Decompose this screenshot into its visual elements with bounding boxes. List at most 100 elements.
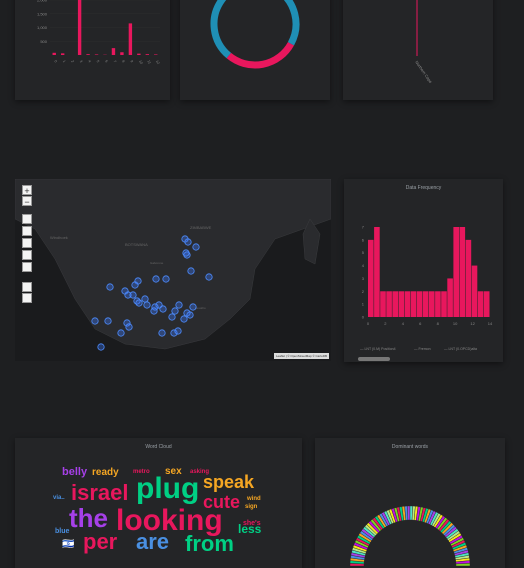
bar [95,54,98,55]
map-marker[interactable] [98,344,104,350]
hist-y-tick: 4 [362,263,365,268]
map-marker[interactable] [163,276,169,282]
word-cloud-word[interactable]: plug [136,474,199,504]
map-marker[interactable] [188,268,194,274]
bar-y-tick: 1,000 [37,25,48,30]
bar [53,53,56,55]
word-cloud-word[interactable]: the [69,505,108,531]
bar [120,52,123,55]
draw-marker-button[interactable] [22,262,32,272]
map-marker[interactable] [169,314,175,320]
map-marker[interactable] [160,306,166,312]
word-cloud-word[interactable]: less [238,523,261,535]
draw-circle-button[interactable] [22,226,32,236]
draw-rectangle-button[interactable] [22,238,32,248]
zoom-out-button[interactable]: − [22,196,32,206]
word-cloud-word[interactable]: speak [203,473,254,491]
word-cloud-word[interactable]: wind [247,496,261,502]
zoom-in-button[interactable]: + [22,185,32,195]
hist-bar [429,291,435,317]
map-marker[interactable] [172,308,178,314]
hist-bar [453,227,459,317]
map-marker[interactable] [193,244,199,250]
word-cloud-word[interactable]: blue [55,528,69,535]
histogram-scrollbar[interactable] [358,357,390,361]
word-cloud-word[interactable]: israel [71,482,129,504]
hist-bar [386,291,392,317]
map-view[interactable]: BOTSWANA ZIMBABWE Windhoek Gaborone Leso… [15,179,331,361]
map-marker[interactable] [183,250,189,256]
map-marker[interactable] [144,302,150,308]
word-cloud-word[interactable]: sign [245,504,257,510]
bar-x-tick: 5 [96,60,100,64]
bar-x-tick: 12 [155,60,160,65]
map-marker[interactable] [126,324,132,330]
hist-y-tick: 7 [362,225,365,230]
map-label-lesotho: Lesotho [195,306,206,310]
map-marker[interactable] [187,312,193,318]
hist-legend-item[interactable]: — LNT (0.M) Position4 [360,347,396,351]
map-marker[interactable] [92,318,98,324]
map-marker[interactable] [175,328,181,334]
map-marker[interactable] [159,330,165,336]
hist-bar [447,278,453,317]
donut-chart-card [180,0,330,100]
map-marker[interactable] [142,296,148,302]
word-cloud-word[interactable]: via.. [53,495,65,501]
map-marker[interactable] [153,276,159,282]
map-marker[interactable] [206,274,212,280]
bar-y-tick: 1,500 [37,11,48,16]
map-marker[interactable] [181,316,187,322]
bar [86,54,89,55]
draw-circlemarker-button[interactable] [22,250,32,260]
bar [112,48,115,55]
map-attribution[interactable]: Leaflet | © OpenStreetMap © CartoDB [274,353,329,359]
map-marker[interactable] [132,282,138,288]
hist-bar [441,291,447,317]
word-cloud-word[interactable]: per [83,531,117,553]
bar-x-tick: 9 [130,60,134,64]
hist-x-tick: 8 [437,321,440,326]
word-cloud-word[interactable]: ready [92,468,119,478]
hist-y-tick: 1 [362,302,365,307]
word-cloud-word[interactable]: belly [62,467,87,478]
line-label: Northern Cape [414,60,434,85]
bar-x-tick: 2 [70,60,74,64]
map-marker[interactable] [136,300,142,306]
word-cloud-word[interactable]: 🇮🇱 [62,540,74,550]
map-marker[interactable] [105,318,111,324]
hist-x-tick: 0 [367,321,370,326]
map-marker[interactable] [176,302,182,308]
map-marker[interactable] [107,284,113,290]
hist-bar [478,291,484,317]
dominant-word-segment[interactable] [407,506,410,520]
hist-legend-item[interactable]: — LNT (0.OPCD)alta [444,347,477,351]
dominant-word-segment[interactable] [456,563,470,566]
map-label-botswana: BOTSWANA [125,242,148,247]
map-marker[interactable] [185,239,191,245]
map-marker[interactable] [151,308,157,314]
hist-bar [405,291,411,317]
bar-x-tick: 10 [138,60,143,65]
bar [146,54,149,55]
map-marker[interactable] [130,292,136,298]
delete-layers-button[interactable] [22,293,32,303]
draw-polyline-button[interactable] [22,214,32,224]
bar-y-tick: 500 [40,39,47,44]
hist-legend-item[interactable]: — Fremon [414,347,431,351]
hist-bar [411,291,417,317]
line-chart-card: Northern Cape [343,0,493,100]
hist-x-tick: 14 [488,321,493,326]
edit-layers-button[interactable] [22,282,32,292]
word-cloud-word[interactable]: are [136,531,169,553]
bar [61,53,64,55]
map-marker[interactable] [190,304,196,310]
map-marker[interactable] [118,330,124,336]
hist-bar [368,240,374,317]
hist-y-tick: 3 [362,276,365,281]
